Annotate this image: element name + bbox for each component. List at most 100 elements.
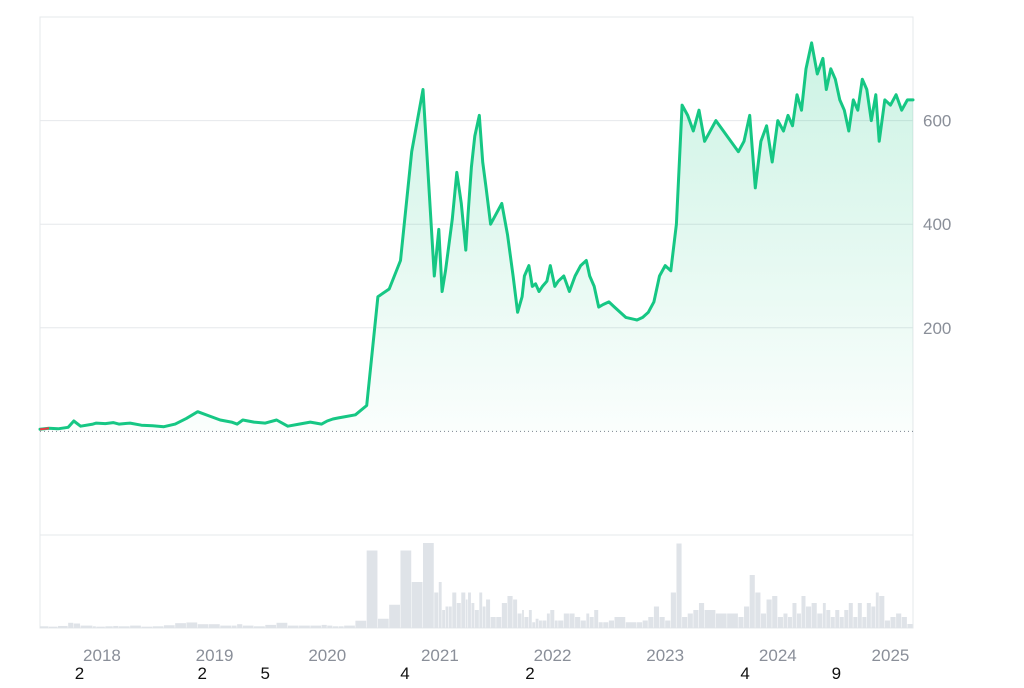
volume-bar (563, 613, 569, 628)
volume-bar (96, 626, 105, 628)
volume-bar (434, 592, 439, 628)
volume-bar (310, 625, 322, 628)
volume-bar (848, 603, 853, 628)
volume-bar (461, 592, 466, 628)
volume-bar (465, 599, 468, 628)
volume-bar (826, 610, 831, 628)
volume-bar (871, 606, 876, 628)
volume-bar (141, 626, 153, 628)
volume-bar (659, 617, 665, 628)
volume-bar (332, 626, 339, 628)
volume-bar (539, 620, 542, 628)
volume-bar (594, 610, 599, 628)
volume-bar (715, 613, 727, 628)
marker-label: 4 (740, 664, 749, 683)
volume-bar (805, 606, 812, 628)
volume-bar (772, 596, 778, 628)
volume-bar (528, 610, 532, 628)
volume-bar (907, 624, 913, 628)
volume-bar (682, 617, 688, 628)
volume-bar (817, 613, 823, 628)
volume-bar (175, 623, 186, 628)
volume-bar (598, 622, 603, 628)
volume-bar (783, 613, 788, 628)
volume-bar (844, 610, 849, 628)
volume-bar (853, 617, 858, 628)
volume-bar (68, 622, 74, 628)
volume-bar (569, 613, 575, 628)
volume-bar (879, 596, 885, 628)
volume-bar (901, 617, 907, 628)
volume-bar (92, 626, 96, 628)
volume-bar (648, 617, 654, 628)
volume-bar (452, 592, 457, 628)
volume-bar (152, 626, 164, 628)
price-line (38, 41, 915, 431)
x-tick-label: 2023 (646, 646, 684, 665)
volume-bar (653, 606, 660, 628)
volume-bar (884, 620, 890, 628)
volume-bar (796, 613, 801, 628)
volume-bar (835, 610, 840, 628)
x-axis: 2018 2019 2020 2021 2022 2023 2024 2025 (83, 646, 909, 665)
volume-bar (507, 596, 513, 628)
volume-bar (474, 610, 479, 628)
price-area (40, 42, 913, 432)
volume-bar (744, 606, 750, 628)
volume-bar (496, 617, 502, 628)
volume-bar (777, 617, 783, 628)
volume-bar (130, 625, 141, 628)
volume-bar (338, 626, 344, 628)
volume-bar (242, 625, 254, 628)
volume-bar (801, 596, 806, 628)
volume-bar (517, 613, 522, 628)
volume-bar (665, 620, 671, 628)
volume-bar (670, 592, 676, 628)
marker-label: 4 (400, 664, 409, 683)
volume-bar (857, 603, 862, 628)
volume-bar (738, 617, 744, 628)
volume-bar (755, 592, 761, 628)
volume-bar (486, 599, 491, 628)
marker-label: 2 (525, 664, 534, 683)
volume-bar (389, 604, 400, 628)
volume-bar (875, 592, 879, 628)
x-tick-label: 2019 (196, 646, 234, 665)
volume-bar (522, 610, 524, 628)
volume-bar (822, 603, 826, 628)
volume-bar (513, 599, 518, 628)
volume-bar (479, 592, 483, 628)
volume-bar (186, 622, 198, 628)
volume-bar (550, 610, 555, 628)
volume-bar (327, 625, 333, 628)
volume-bar (637, 622, 643, 628)
volume-bar (411, 582, 423, 628)
x-tick-label: 2021 (421, 646, 459, 665)
price-area-fill (40, 42, 913, 432)
volume-bar (366, 550, 378, 628)
volume-bar (113, 625, 119, 628)
price-line-negative (39, 427, 50, 431)
volume-bar (535, 618, 539, 628)
volume-bar (220, 625, 231, 628)
marker-label: 5 (261, 664, 270, 683)
volume-bar (862, 617, 867, 628)
volume-bar (105, 626, 113, 628)
volume-bar (698, 603, 705, 628)
volume-bar (445, 606, 449, 628)
volume-bar (792, 603, 797, 628)
volume-bar (524, 617, 529, 628)
volume-bar (693, 610, 699, 628)
volume-bars (40, 543, 913, 628)
volume-bar (749, 575, 755, 628)
x-tick-label: 2025 (872, 646, 910, 665)
volume-bar (580, 620, 586, 628)
volume-bar (468, 592, 471, 628)
volume-bar (456, 603, 461, 628)
volume-bar (760, 613, 767, 628)
volume-bar (642, 620, 648, 628)
y-tick-label: 600 (923, 112, 951, 131)
volume-bar (40, 626, 49, 628)
volume-bar (118, 626, 130, 628)
